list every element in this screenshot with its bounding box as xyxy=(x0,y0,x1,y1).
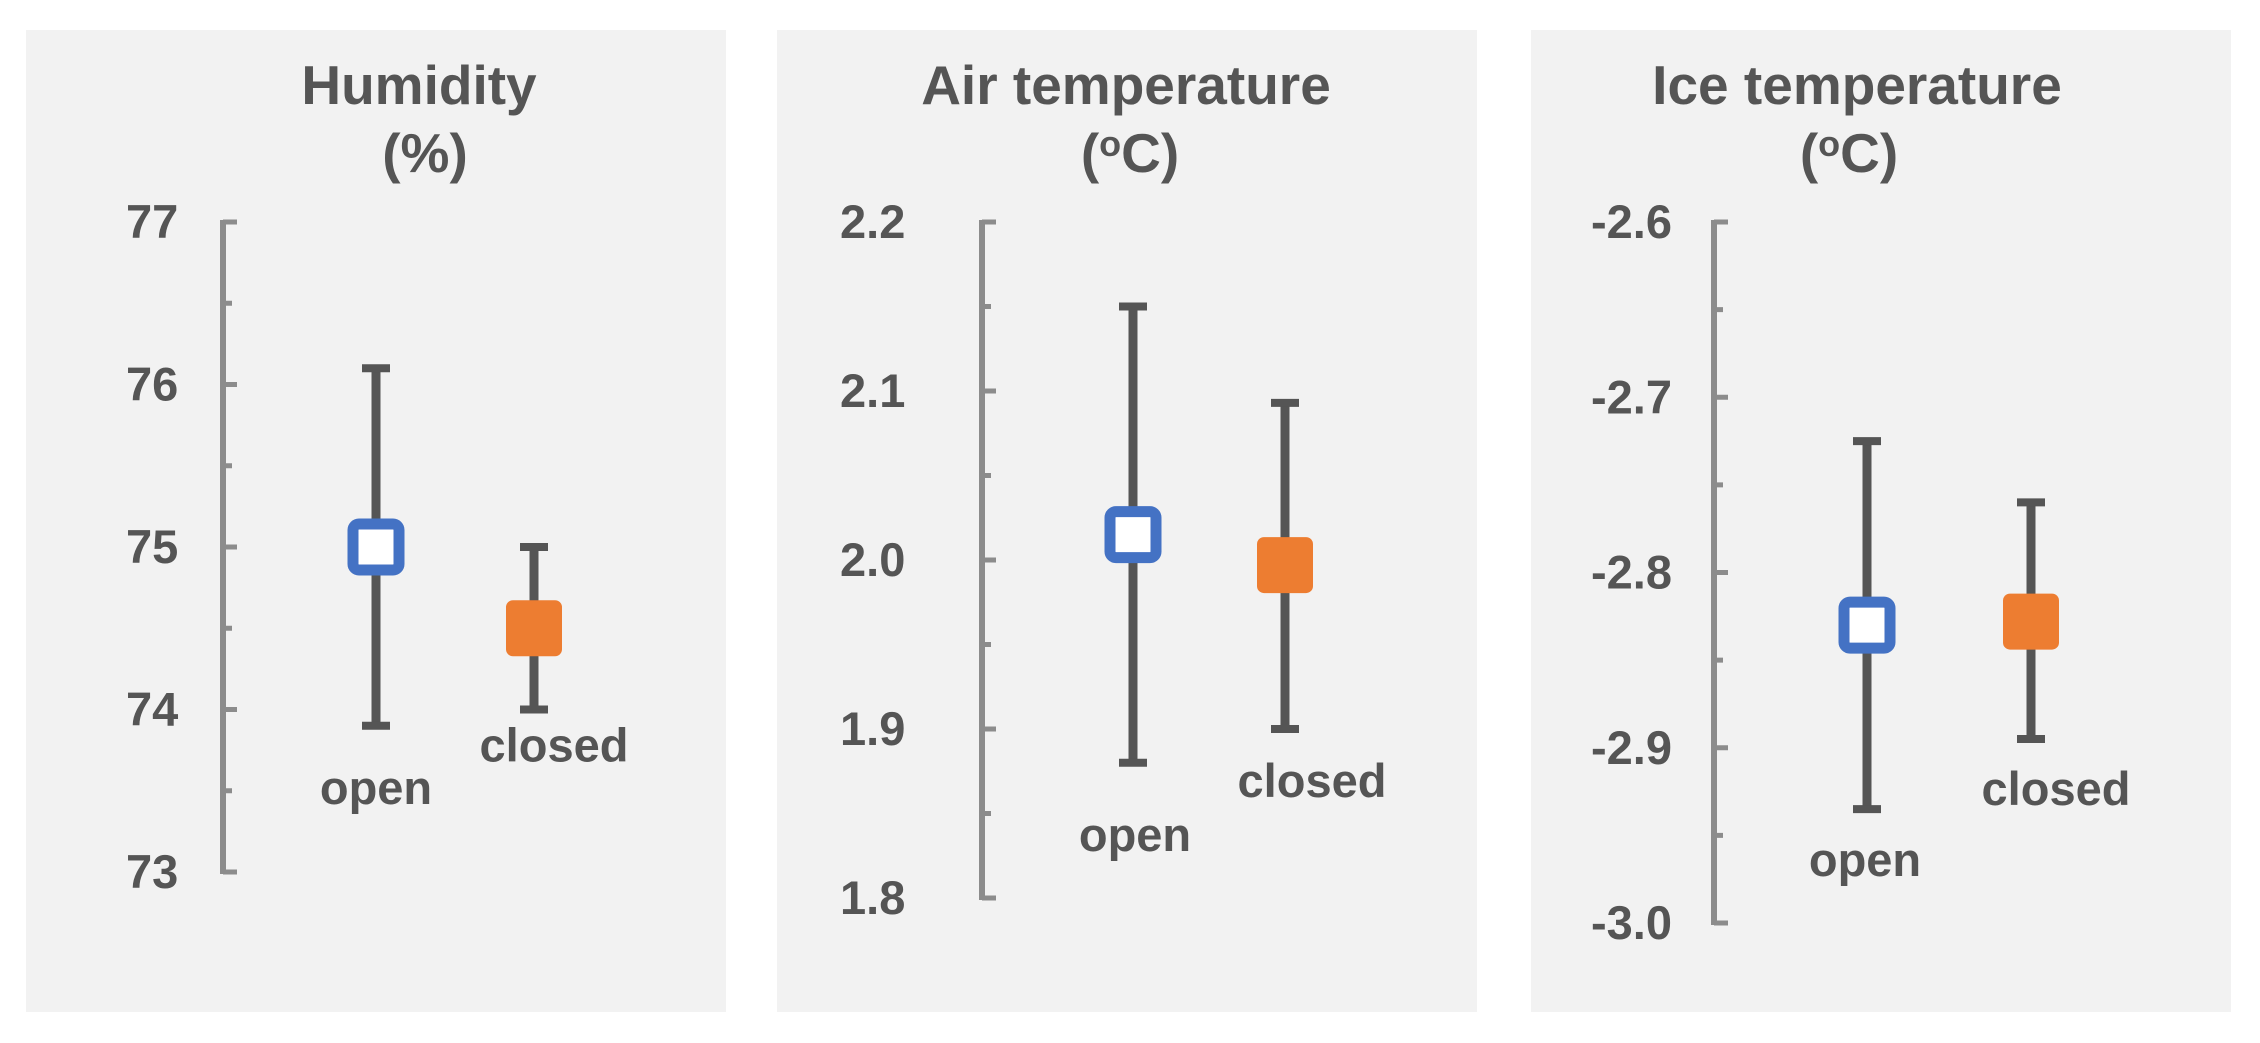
plot-area: -2.6 -2.7 -2.8 -2.9 -3.0 open closed xyxy=(1591,195,2130,949)
data-point-closed xyxy=(506,600,562,657)
y-tick-label: -2.7 xyxy=(1591,370,1672,423)
plot-area: 2.2 2.1 2.0 1.9 1.8 open closed xyxy=(840,195,1386,924)
air-temperature-chart: Air temperature (oC) 2.2 2.1 2.0 1.9 1.8 open… xyxy=(840,54,1386,924)
y-tick-label: 2.0 xyxy=(840,533,905,586)
humidity-panel: Humidity (%) 77 76 75 74 73 open closed xyxy=(26,30,726,1012)
data-point-closed xyxy=(2003,593,2059,650)
unit-label: (oC) xyxy=(1800,122,1898,184)
data-point-open xyxy=(1104,506,1162,564)
air-temperature-panel: Air temperature (oC) 2.2 2.1 2.0 1.9 1.8 open… xyxy=(777,30,1477,1012)
category-label-open: open xyxy=(1809,833,1921,886)
data-point-open xyxy=(1838,596,1896,654)
ice-temperature-panel: Ice temperature (oC) -2.6 -2.7 -2.8 -2.9 -3.… xyxy=(1531,30,2231,1012)
category-label-closed: closed xyxy=(1982,762,2131,815)
chart-title: Ice temperature xyxy=(1652,54,2062,116)
y-tick-label: -2.8 xyxy=(1591,546,1672,599)
humidity-chart: Humidity (%) 77 76 75 74 73 open closed xyxy=(126,54,628,898)
y-tick-label: 2.2 xyxy=(840,195,905,248)
y-tick-label: -2.6 xyxy=(1591,195,1672,248)
data-point-closed xyxy=(1257,537,1313,594)
y-tick-label: 75 xyxy=(126,520,178,573)
category-label-open: open xyxy=(1079,808,1191,861)
unit-label: (oC) xyxy=(1081,122,1179,184)
ice-temperature-chart: Ice temperature (oC) -2.6 -2.7 -2.8 -2.9 -3.… xyxy=(1591,54,2130,949)
category-label-closed: closed xyxy=(1238,754,1387,807)
y-tick-label: -2.9 xyxy=(1591,721,1672,774)
chart-title: Air temperature xyxy=(921,54,1331,116)
y-tick-label: 73 xyxy=(126,845,178,898)
y-tick-label: 77 xyxy=(126,195,178,248)
y-tick-label: 76 xyxy=(126,358,178,411)
chart-title: Humidity xyxy=(301,54,537,116)
plot-area: 77 76 75 74 73 open closed xyxy=(126,195,628,898)
y-tick-label: 74 xyxy=(126,683,178,736)
category-label-open: open xyxy=(320,761,432,814)
y-tick-label: 1.8 xyxy=(840,871,905,924)
data-point-open xyxy=(347,518,405,576)
y-tick-label: 1.9 xyxy=(840,702,905,755)
y-tick-label: -3.0 xyxy=(1591,896,1672,949)
category-label-closed: closed xyxy=(480,719,629,772)
unit-label: (%) xyxy=(382,122,468,184)
y-tick-label: 2.1 xyxy=(840,364,905,417)
